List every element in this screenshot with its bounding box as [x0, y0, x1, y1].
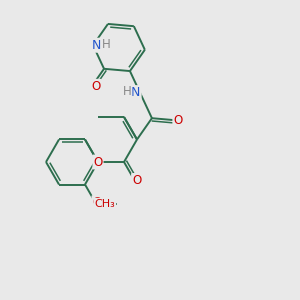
Text: CH₃: CH₃ — [94, 199, 116, 209]
Text: O: O — [91, 80, 101, 93]
Text: O: O — [132, 174, 141, 187]
Text: N: N — [92, 39, 101, 52]
Text: O: O — [93, 155, 103, 169]
Text: O: O — [92, 196, 102, 209]
Text: N: N — [131, 86, 141, 99]
Text: H: H — [102, 38, 110, 51]
Text: H: H — [122, 85, 131, 98]
Text: O: O — [173, 114, 183, 127]
